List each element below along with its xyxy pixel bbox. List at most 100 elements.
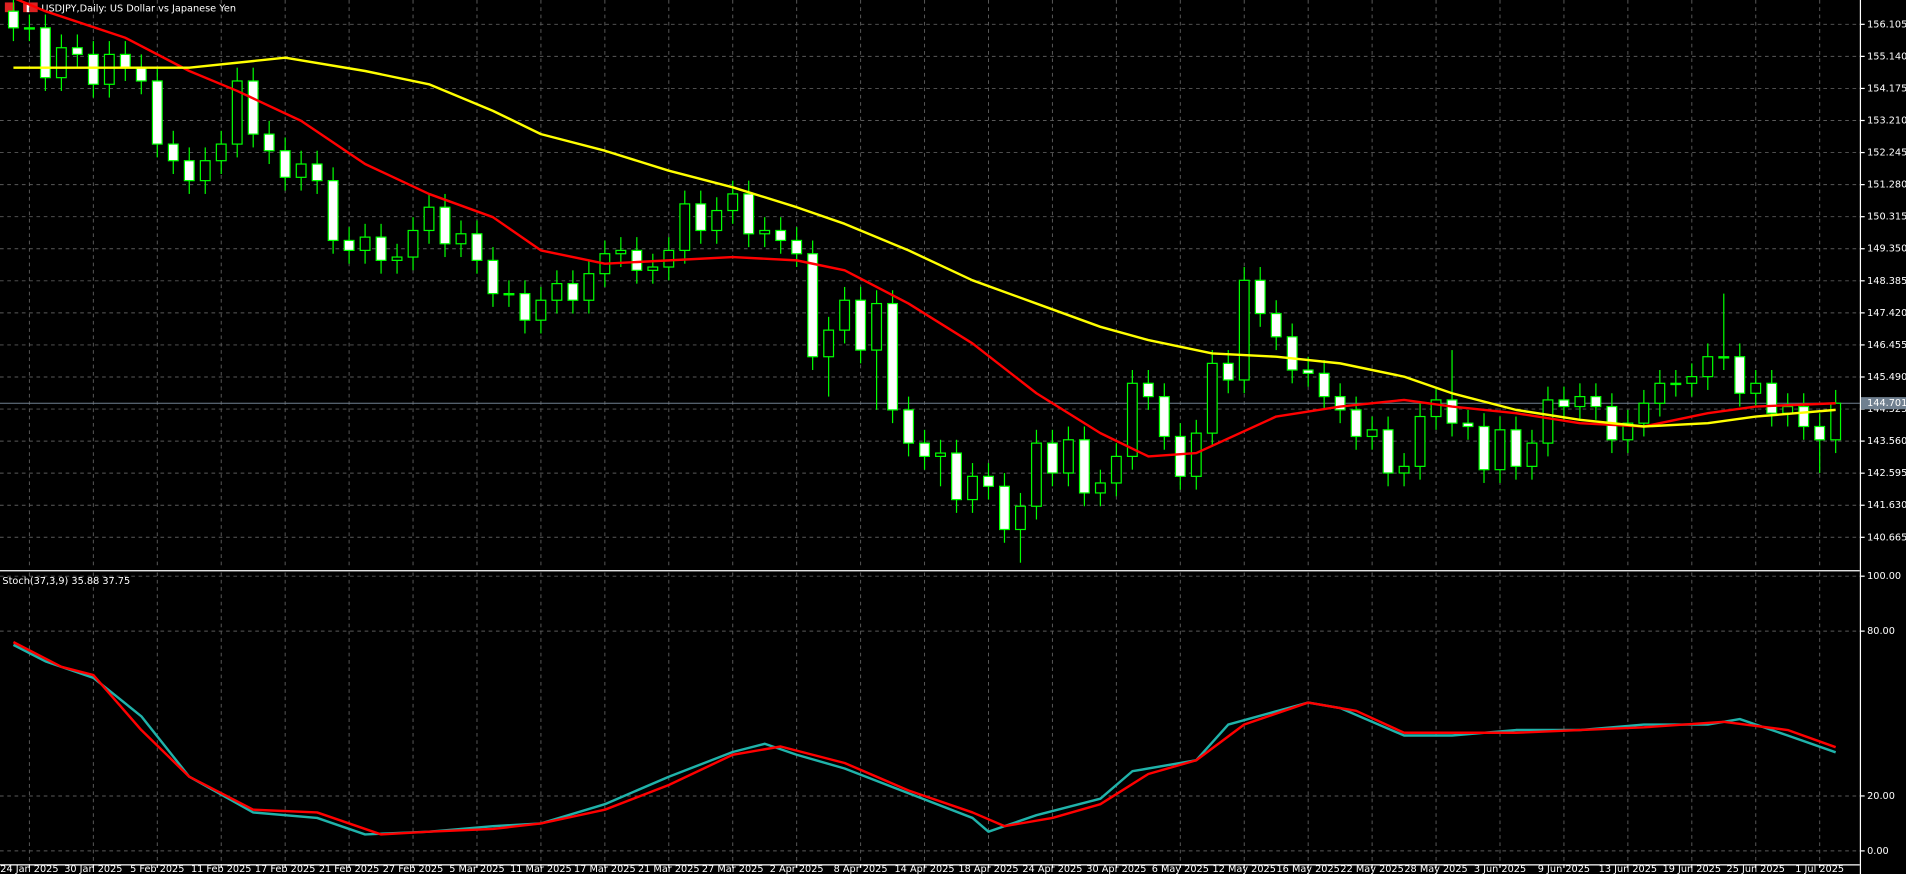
candle-body bbox=[647, 266, 659, 271]
candle-body bbox=[87, 53, 99, 85]
candle-body bbox=[1654, 382, 1666, 404]
candle-body bbox=[1574, 395, 1586, 408]
candle-body bbox=[1270, 312, 1282, 338]
candle-body bbox=[327, 180, 339, 242]
candle-body bbox=[151, 80, 163, 145]
candle-body bbox=[1558, 399, 1570, 408]
y-tick-label: 154.175 bbox=[1867, 83, 1906, 94]
candle-body bbox=[967, 475, 978, 501]
candle-body bbox=[279, 150, 291, 178]
candle-body bbox=[1126, 382, 1138, 458]
candle-body bbox=[1782, 405, 1794, 414]
indicator-title: Stoch(37,3,9) 35.88 37.75 bbox=[2, 576, 130, 587]
candle-body bbox=[983, 475, 994, 487]
y-tick-label: 144.525 bbox=[1867, 404, 1906, 415]
x-tick-label: 13 Jun 2025 bbox=[1599, 864, 1657, 874]
candle-body bbox=[471, 233, 483, 261]
x-tick-label: 27 Feb 2025 bbox=[383, 864, 443, 874]
candle-body bbox=[455, 233, 467, 245]
candle-body bbox=[1494, 429, 1506, 471]
candle-body bbox=[183, 160, 195, 182]
candle-body bbox=[23, 27, 35, 30]
candle-body bbox=[1686, 376, 1698, 384]
candle-body bbox=[951, 452, 962, 501]
y-tick-label: 0.00 bbox=[1867, 846, 1889, 857]
y-tick-label: 149.350 bbox=[1867, 244, 1906, 255]
candle-body bbox=[1078, 439, 1090, 494]
candle-body bbox=[775, 229, 787, 242]
candle-body bbox=[1398, 465, 1410, 474]
candle-body bbox=[39, 27, 51, 79]
x-tick-label: 25 Jun 2025 bbox=[1727, 864, 1785, 874]
y-tick-label: 140.665 bbox=[1867, 532, 1906, 543]
candle-body bbox=[567, 283, 579, 301]
candle-body bbox=[1014, 505, 1026, 531]
x-tick-label: 17 Mar 2025 bbox=[574, 864, 636, 874]
candle-body bbox=[759, 229, 771, 235]
candle-body bbox=[295, 163, 307, 178]
y-tick-label: 141.630 bbox=[1867, 500, 1906, 511]
candle-body bbox=[935, 452, 947, 458]
candle-body bbox=[1206, 362, 1218, 434]
candle-body bbox=[823, 329, 835, 358]
x-tick-label: 1 Jul 2025 bbox=[1795, 864, 1844, 874]
candle-body bbox=[503, 292, 515, 296]
candle-body bbox=[727, 193, 739, 212]
x-tick-label: 19 Jun 2025 bbox=[1663, 864, 1721, 874]
bid-label: 144.701 bbox=[1867, 398, 1906, 409]
candle-body bbox=[1750, 382, 1762, 394]
candle-body bbox=[1414, 415, 1426, 467]
candle-body bbox=[695, 203, 707, 232]
candle-body bbox=[1798, 405, 1810, 428]
candle-body bbox=[1590, 395, 1602, 408]
x-tick-label: 22 May 2025 bbox=[1340, 864, 1403, 874]
chart-icon bbox=[23, 2, 38, 13]
candle-body bbox=[743, 193, 755, 235]
candle-body bbox=[391, 256, 403, 261]
candle-body bbox=[487, 259, 499, 295]
candle-body bbox=[999, 485, 1010, 531]
x-tick-label: 5 Mar 2025 bbox=[449, 864, 504, 874]
candle-body bbox=[1046, 442, 1058, 474]
y-tick-label: 147.420 bbox=[1867, 308, 1906, 319]
y-tick-label: 153.210 bbox=[1867, 116, 1906, 127]
candle-body bbox=[1542, 399, 1554, 444]
candle-body bbox=[919, 442, 931, 458]
candle-body bbox=[375, 236, 387, 261]
candle-body bbox=[1638, 402, 1650, 424]
candle-body bbox=[1158, 395, 1170, 438]
candle-body bbox=[343, 239, 355, 252]
x-tick-label: 21 Feb 2025 bbox=[319, 864, 379, 874]
candle-body bbox=[519, 292, 531, 321]
candle-body bbox=[663, 249, 675, 268]
candle-body bbox=[1366, 429, 1378, 438]
y-tick-label: 156.105 bbox=[1867, 19, 1906, 30]
candle-body bbox=[1718, 356, 1730, 359]
x-tick-label: 8 Apr 2025 bbox=[834, 864, 888, 874]
x-tick-label: 6 May 2025 bbox=[1152, 864, 1209, 874]
x-tick-label: 5 Feb 2025 bbox=[130, 864, 184, 874]
indicator-line bbox=[15, 0, 1836, 458]
candle-body bbox=[1174, 435, 1186, 477]
bid-label-box bbox=[1861, 397, 1906, 410]
candle-body bbox=[1190, 432, 1202, 477]
y-tick-label: 20.00 bbox=[1867, 791, 1895, 802]
candle-body bbox=[119, 53, 131, 69]
y-tick-label: 146.455 bbox=[1867, 340, 1906, 351]
x-tick-label: 21 Mar 2025 bbox=[638, 864, 700, 874]
candle-body bbox=[887, 302, 899, 411]
x-tick-label: 9 Jun 2025 bbox=[1538, 864, 1590, 874]
candle-body bbox=[55, 47, 67, 79]
x-tick-label: 27 Mar 2025 bbox=[702, 864, 764, 874]
x-tick-label: 11 Mar 2025 bbox=[510, 864, 572, 874]
candle-body bbox=[311, 163, 323, 182]
x-tick-label: 30 Jan 2025 bbox=[64, 864, 122, 874]
candle-body bbox=[1430, 399, 1442, 418]
candle-body bbox=[791, 239, 803, 255]
x-tick-label: 28 May 2025 bbox=[1404, 864, 1467, 874]
candle-body bbox=[439, 206, 451, 245]
candle-body bbox=[423, 206, 435, 232]
candle-body bbox=[1446, 399, 1458, 424]
x-tick-label: 18 Apr 2025 bbox=[958, 864, 1018, 874]
